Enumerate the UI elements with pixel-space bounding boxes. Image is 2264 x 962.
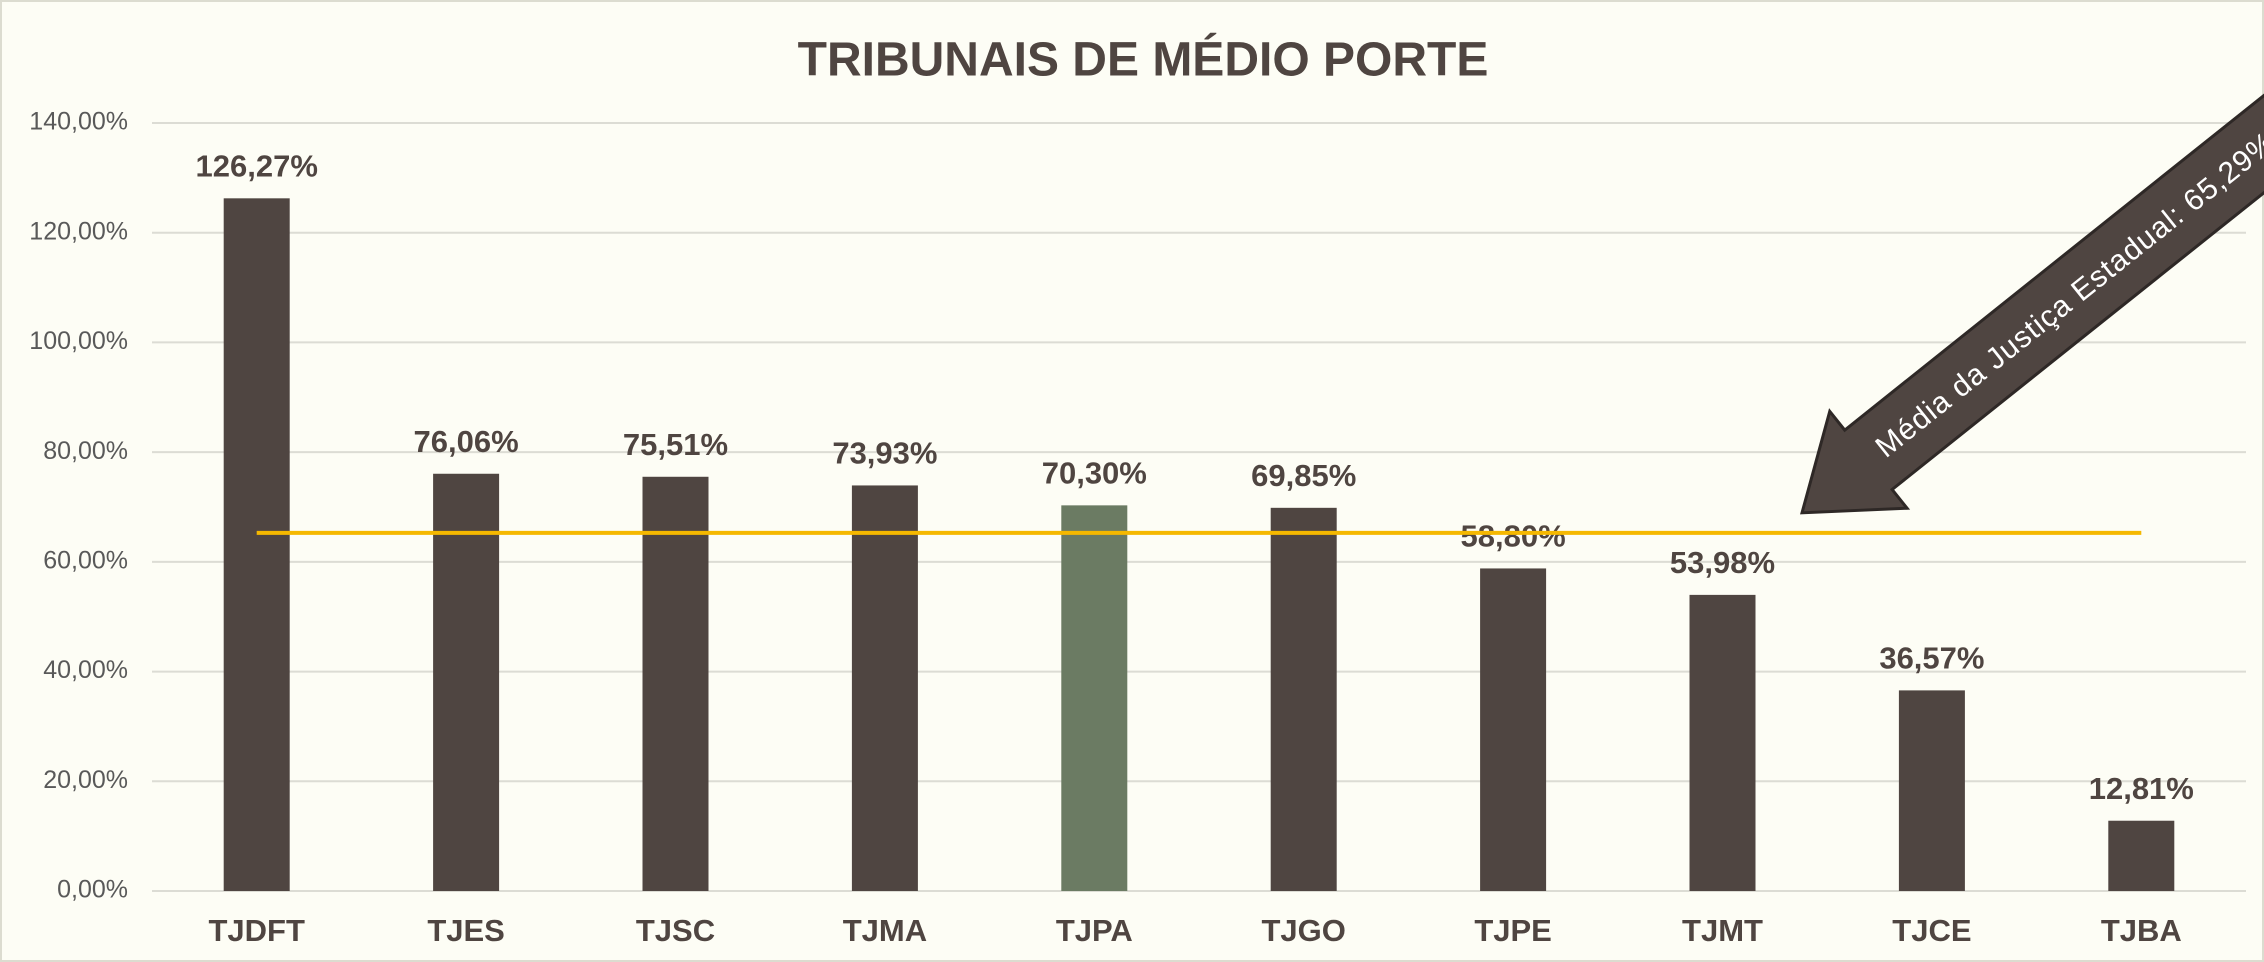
x-tick-label: TJMT — [1682, 913, 1763, 948]
y-tick-label: 0,00% — [57, 876, 128, 904]
data-label: 73,93% — [832, 436, 937, 471]
bar — [1480, 568, 1547, 891]
x-tick-label: TJPA — [1056, 913, 1133, 948]
y-tick-label: 120,00% — [29, 217, 128, 245]
bar — [851, 485, 918, 891]
bar — [2108, 820, 2175, 891]
data-label: 36,57% — [1879, 641, 1984, 676]
data-label: 75,51% — [623, 427, 728, 462]
chart-title: TRIBUNAIS DE MÉDIO PORTE — [798, 33, 1489, 87]
y-tick-label: 60,00% — [43, 546, 128, 574]
y-tick-label: 40,00% — [43, 656, 128, 684]
x-tick-label: TJBA — [2101, 913, 2182, 948]
data-label: 69,85% — [1251, 458, 1356, 493]
y-tick-label: 20,00% — [43, 766, 128, 794]
data-label: 12,81% — [2089, 771, 2194, 806]
data-label: 126,27% — [196, 149, 318, 184]
bar — [1898, 690, 1965, 891]
x-tick-label: TJDFT — [208, 913, 305, 948]
bar — [1061, 505, 1128, 891]
data-label: 53,98% — [1670, 545, 1775, 580]
x-tick-label: TJES — [427, 913, 505, 948]
bar — [433, 473, 500, 891]
data-label: 70,30% — [1042, 456, 1147, 491]
bar — [1270, 507, 1337, 891]
x-tick-label: TJGO — [1261, 913, 1345, 948]
y-tick-label: 80,00% — [43, 437, 128, 465]
x-tick-label: TJMA — [843, 913, 927, 948]
bar — [1689, 594, 1756, 891]
x-tick-label: TJSC — [636, 913, 715, 948]
data-label: 58,80% — [1461, 519, 1566, 554]
y-tick-label: 100,00% — [29, 327, 128, 355]
x-tick-label: TJCE — [1892, 913, 1971, 948]
y-tick-label: 140,00% — [29, 108, 128, 136]
bar — [642, 476, 709, 891]
data-label: 76,06% — [414, 424, 519, 459]
bar — [223, 198, 290, 892]
x-tick-label: TJPE — [1474, 913, 1552, 948]
